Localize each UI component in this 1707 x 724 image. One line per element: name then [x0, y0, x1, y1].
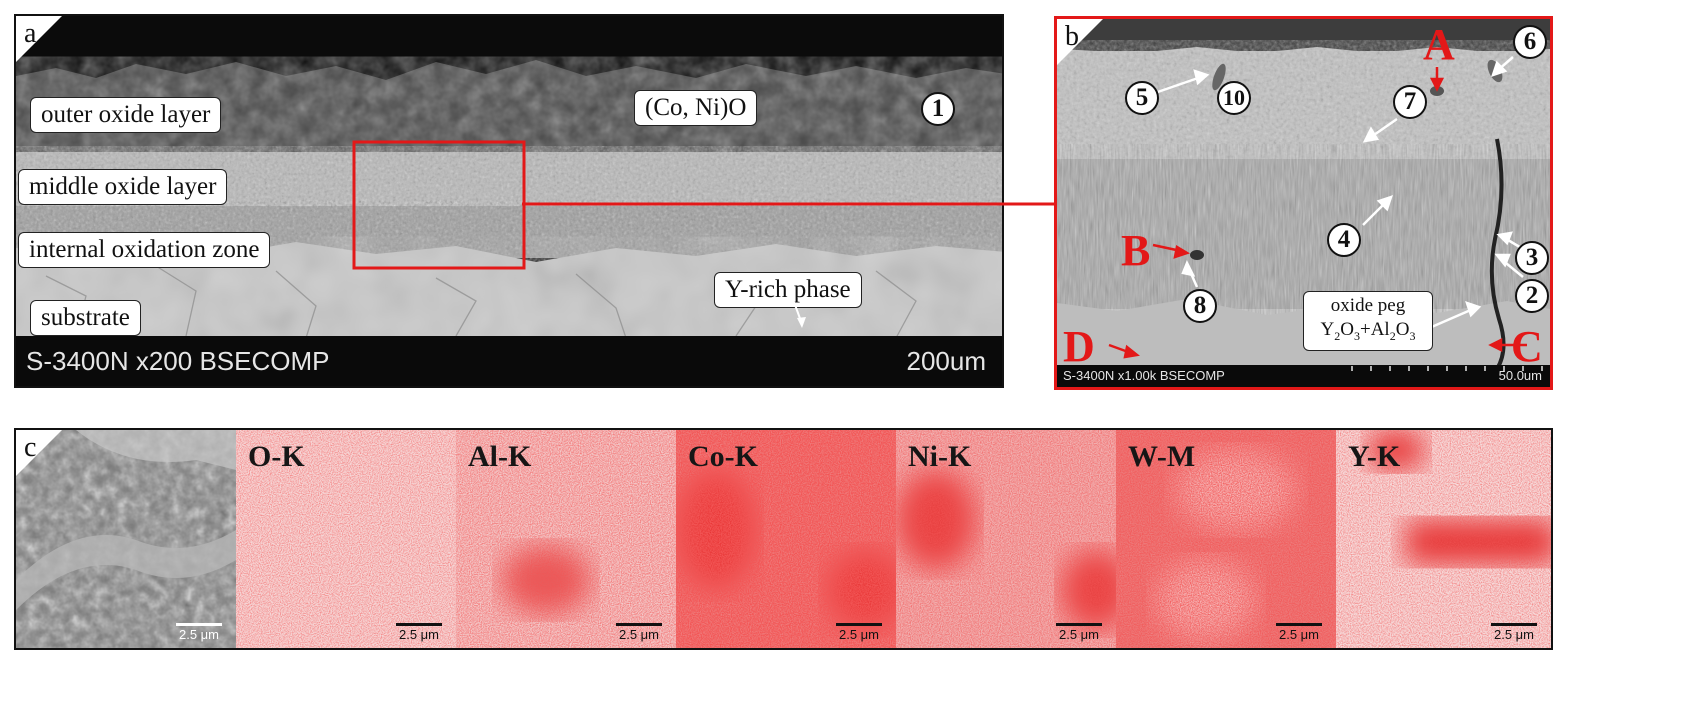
map-tile-o-k: O-K 2.5 μm	[236, 430, 458, 648]
y-rich-arrow	[793, 301, 806, 328]
y-k-scalebar: 2.5 μm	[1491, 623, 1537, 642]
formula-o-b: O	[1395, 319, 1410, 340]
al-k-scalebar: 2.5 μm	[616, 623, 662, 642]
oxide-peg-formula: Y2O3+Al2O3	[1304, 318, 1432, 348]
al-k-map	[456, 430, 676, 648]
panel-b-letter: b	[1065, 21, 1079, 52]
map-tile-y-k: Y-K 2.5 μm	[1336, 430, 1551, 648]
y-k-scale-text: 2.5 μm	[1493, 627, 1534, 642]
formula-sub-3a: 3	[1354, 328, 1360, 343]
formula-sub-2a: 2	[1334, 328, 1341, 343]
panel-b-scale: 50.0um	[1498, 368, 1542, 383]
map-tile-w-m: W-M 2.5 μm	[1116, 430, 1338, 648]
label-y-rich-phase: Y-rich phase	[714, 272, 862, 308]
panel-c-corner	[16, 430, 62, 476]
label-internal-zone: internal oxidation zone	[18, 232, 271, 268]
red-letter-a: A	[1423, 20, 1455, 69]
panel-a: a outer oxide layer middle oxide layer i…	[14, 14, 1004, 388]
marker-5: 5	[1125, 81, 1159, 115]
panel-b-infobar: S-3400N x1.00k BSECOMP 50.0um	[1057, 365, 1550, 387]
se-scale-text: 2.5 μm	[178, 627, 219, 642]
label-substrate: substrate	[30, 300, 141, 336]
panel-a-scale: 200um	[906, 346, 987, 376]
ni-k-scale-text: 2.5 μm	[1058, 627, 1099, 642]
formula-sub-3b: 3	[1409, 328, 1416, 343]
co-k-scalebar: 2.5 μm	[836, 623, 882, 642]
y-k-label: Y-K	[1348, 440, 1401, 473]
marker-1: 1	[921, 92, 955, 126]
co-k-label: Co-K	[688, 440, 758, 473]
ni-k-map	[896, 430, 1116, 648]
panel-a-infobar: S-3400N x200 BSECOMP 200um	[16, 336, 1002, 386]
oxide-peg-line1: oxide peg	[1330, 295, 1406, 316]
ni-k-label: Ni-K	[908, 440, 972, 473]
al-k-scale-text: 2.5 μm	[618, 627, 659, 642]
marker-7: 7	[1393, 85, 1427, 119]
panel-a-letter: a	[24, 18, 37, 49]
marker-8: 8	[1183, 289, 1217, 323]
o-k-label: O-K	[248, 440, 305, 473]
panel-c: c 2.5 μm O-K 2.5 μm Al-K 2.5 μm Co-K 2.5…	[14, 428, 1553, 650]
panel-b: b 5 10 7 6 4 3 2 8 A B C D oxide peg Y2O…	[1054, 16, 1553, 390]
map-tile-se: c 2.5 μm	[16, 430, 238, 648]
w-m-map	[1116, 430, 1336, 648]
zoom-connector	[522, 202, 1058, 206]
marker-4: 4	[1327, 223, 1361, 257]
panel-b-sem-info: S-3400N x1.00k BSECOMP	[1063, 368, 1225, 383]
w-m-scalebar: 2.5 μm	[1276, 623, 1322, 642]
co-k-scale-text: 2.5 μm	[838, 627, 879, 642]
map-tile-al-k: Al-K 2.5 μm	[456, 430, 678, 648]
red-letter-b: B	[1121, 226, 1151, 275]
formula-al: +Al	[1360, 319, 1390, 340]
formula-sub-2b: 2	[1389, 328, 1396, 343]
panel-a-sem-info: S-3400N x200 BSECOMP	[26, 346, 330, 376]
al-k-label: Al-K	[468, 440, 532, 473]
o-k-scalebar: 2.5 μm	[396, 623, 442, 642]
w-m-label: W-M	[1128, 440, 1196, 473]
panel-b-corner	[1057, 19, 1103, 65]
panel-c-letter: c	[24, 432, 37, 463]
map-tile-co-k: Co-K 2.5 μm	[676, 430, 898, 648]
label-outer-oxide: outer oxide layer	[30, 97, 222, 133]
se-scalebar: 2.5 μm	[176, 623, 222, 642]
label-middle-oxide: middle oxide layer	[18, 169, 228, 205]
ni-k-scalebar: 2.5 μm	[1056, 623, 1102, 642]
o-k-scale-text: 2.5 μm	[398, 627, 439, 642]
marker-10: 10	[1217, 81, 1251, 115]
marker-3: 3	[1515, 241, 1549, 275]
oxide-peg-label: oxide peg Y2O3+Al2O3	[1303, 291, 1433, 351]
co-k-map	[676, 430, 896, 648]
panel-a-corner	[16, 16, 62, 62]
marker-2: 2	[1515, 279, 1549, 313]
label-co-ni-oxide: (Co, Ni)O	[634, 90, 758, 126]
map-tile-ni-k: Ni-K 2.5 μm	[896, 430, 1118, 648]
marker-6: 6	[1513, 25, 1547, 59]
y-k-map	[1336, 430, 1551, 648]
red-letter-d: D	[1063, 322, 1095, 371]
formula-y: Y	[1320, 319, 1335, 340]
o-k-map	[236, 430, 456, 648]
w-m-scale-text: 2.5 μm	[1278, 627, 1319, 642]
red-letter-c: C	[1511, 322, 1543, 371]
formula-o-a: O	[1340, 319, 1354, 340]
